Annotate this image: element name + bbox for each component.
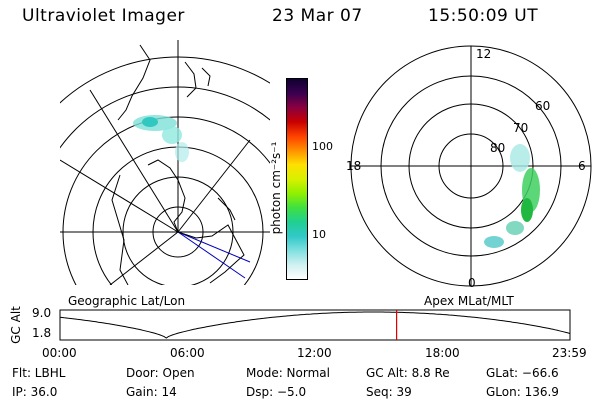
- status-seq: Seq: 39: [366, 385, 412, 399]
- aurora-emission: [162, 126, 182, 144]
- aurora-emission: [142, 117, 158, 127]
- xtick-1200: 12:00: [297, 346, 332, 360]
- geo-meridian: [109, 231, 179, 285]
- colorbar-tick-10: 10: [312, 228, 326, 241]
- polar-lat-circle: [380, 75, 562, 257]
- altitude-ylabel: GC Alt: [9, 306, 23, 344]
- colorbar-tick-100: 100: [312, 140, 333, 153]
- geo-lat-circle: [122, 176, 234, 285]
- coastline: [184, 61, 197, 98]
- geo-meridian: [177, 139, 251, 233]
- coastline: [217, 197, 236, 221]
- terminator-line: [177, 231, 251, 263]
- geo-lat-circle: [92, 146, 264, 285]
- status-glat: GLat: −66.6: [486, 366, 559, 380]
- geographic-panel-label: Geographic Lat/Lon: [68, 294, 186, 308]
- altitude-curve: [59, 311, 571, 339]
- coastline: [117, 44, 151, 121]
- instrument-title: Ultraviolet Imager: [22, 6, 185, 26]
- mlt-label-0: 0: [468, 276, 476, 290]
- mlt-label-18: 18: [346, 159, 361, 173]
- geo-lat-circle: [152, 206, 204, 258]
- coastline: [201, 67, 211, 87]
- geo-lat-circle: [62, 116, 270, 285]
- aurora-emission: [510, 144, 530, 172]
- polar-lat-circle: [350, 45, 592, 287]
- coastline: [111, 174, 129, 285]
- xtick-0000: 00:00: [42, 346, 77, 360]
- observation-time: 15:50:09 UT: [428, 6, 539, 26]
- polar-lat-circle: [438, 133, 504, 199]
- status-door: Door: Open: [126, 366, 195, 380]
- colorbar-units-label: photon cm⁻²s⁻¹: [269, 141, 283, 235]
- aurora-emission: [175, 142, 189, 162]
- status-glon: GLon: 136.9: [486, 385, 559, 399]
- geo-meridian: [89, 89, 179, 233]
- xtick-2359: 23:59: [552, 346, 587, 360]
- xtick-1800: 18:00: [425, 346, 460, 360]
- apex-panel-label: Apex MLat/MLT: [424, 294, 514, 308]
- observation-date: 23 Mar 07: [272, 6, 363, 26]
- mlat-label-80: 80: [490, 141, 505, 155]
- status-mode: Mode: Normal: [246, 366, 330, 380]
- terminator-line: [177, 231, 246, 279]
- status-dsp: Dsp: −5.0: [246, 385, 307, 399]
- mlt-label-6: 6: [578, 159, 586, 173]
- polar-lat-circle: [408, 103, 534, 229]
- xtick-0600: 06:00: [170, 346, 205, 360]
- aurora-emission: [521, 198, 533, 222]
- status-ip: IP: 36.0: [12, 385, 58, 399]
- status-gain: Gain: 14: [126, 385, 177, 399]
- colorbar: [286, 78, 308, 280]
- status-filter: Flt: LBHL: [12, 366, 66, 380]
- altitude-ytick-bottom: 1.8: [32, 326, 52, 340]
- mlt-label-12: 12: [476, 47, 491, 61]
- aurora-emission: [506, 221, 524, 235]
- aurora-emission: [484, 236, 504, 248]
- mlat-label-70: 70: [513, 121, 528, 135]
- aurora-emission: [133, 115, 177, 131]
- altitude-ytick-top: 9.0: [32, 306, 52, 320]
- altitude-plot-frame: [59, 309, 571, 341]
- geo-meridian: [60, 159, 179, 233]
- coastline: [147, 159, 245, 284]
- aurora-emission: [522, 168, 540, 212]
- mlat-label-60: 60: [535, 99, 550, 113]
- status-gc-alt: GC Alt: 8.8 Re: [366, 366, 450, 380]
